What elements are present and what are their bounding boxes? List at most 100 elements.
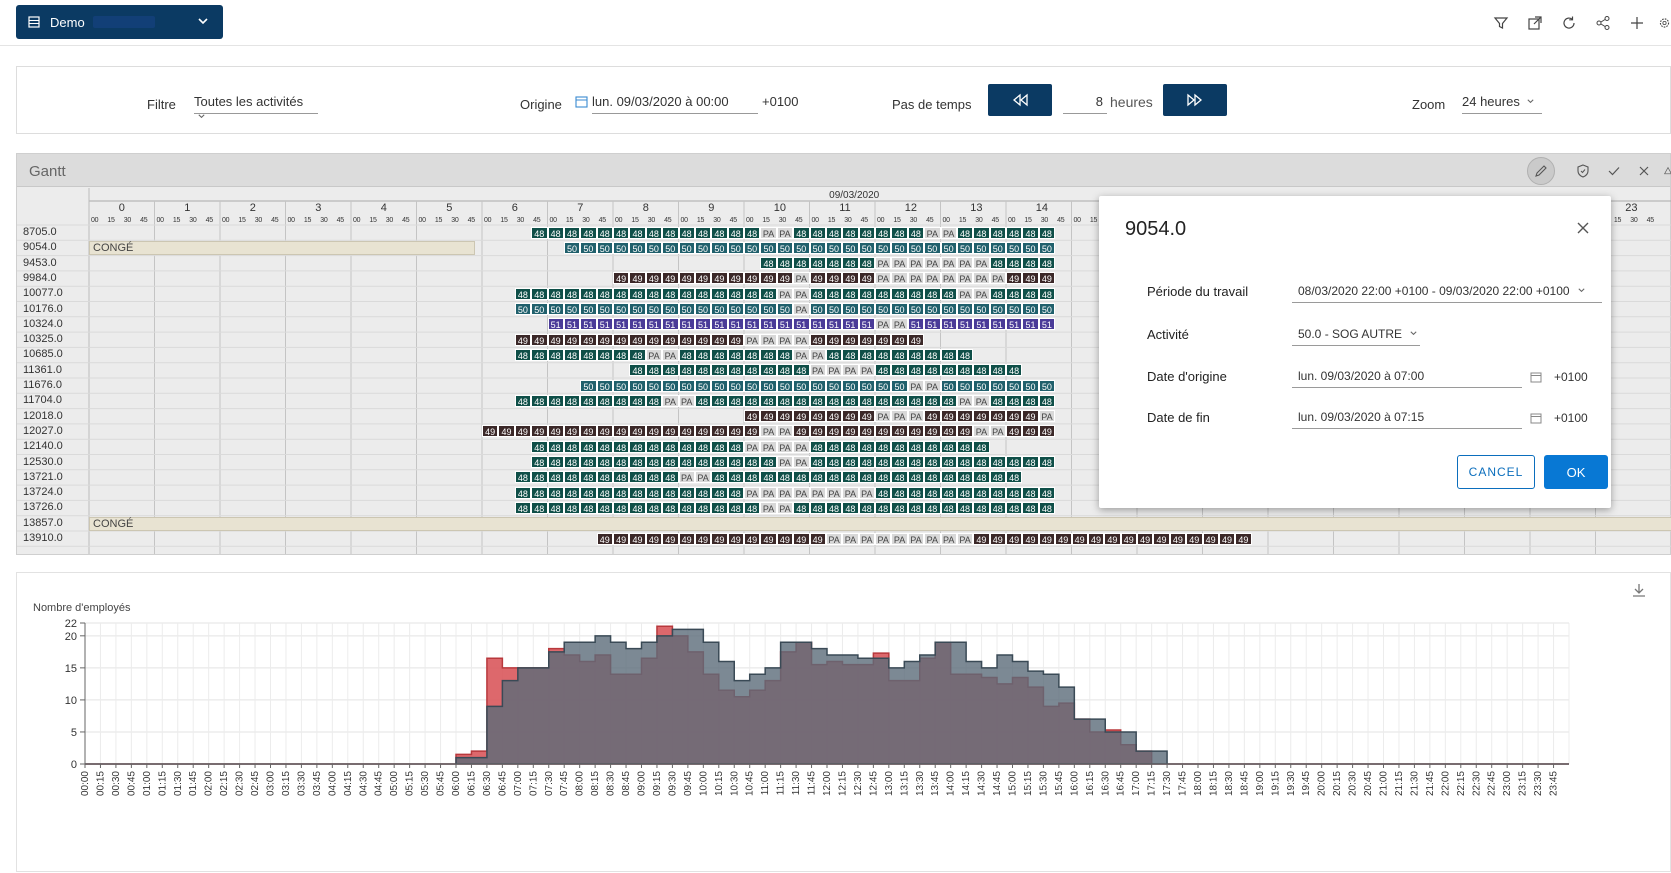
gantt-cell-PA[interactable]: PA [793,348,810,361]
gantt-cell-48[interactable]: 48 [678,501,695,514]
gantt-cell-51[interactable]: 51 [744,318,761,331]
gantt-cell-PA[interactable]: PA [694,471,712,484]
gantt-cell-48[interactable]: 48 [514,486,532,499]
gantt-cell-PA[interactable]: PA [956,532,974,545]
gantt-cell-51[interactable]: 51 [793,318,810,331]
gantt-cell-48[interactable]: 48 [875,394,892,407]
gantt-cell-48[interactable]: 48 [793,364,810,377]
gantt-cell-51[interactable]: 51 [1038,318,1056,331]
gantt-cell-48[interactable]: 48 [613,394,630,407]
gantt-cell-PA[interactable]: PA [842,364,859,377]
gantt-cell-48[interactable]: 48 [825,287,843,300]
gantt-cell-49[interactable]: 49 [809,532,826,545]
gantt-cell-49[interactable]: 49 [629,272,646,285]
gantt-cell-50[interactable]: 50 [1038,379,1056,392]
gantt-cell-PA[interactable]: PA [793,456,810,468]
gantt-cell-48[interactable]: 48 [858,348,875,361]
gantt-cell-48[interactable]: 48 [1038,456,1056,468]
gantt-cell-PA[interactable]: PA [760,425,777,438]
gantt-cell-49[interactable]: 49 [645,425,663,438]
gantt-cell-48[interactable]: 48 [514,501,532,514]
gantt-cell-PA[interactable]: PA [875,532,892,545]
gantt-cell-49[interactable]: 49 [907,333,925,346]
warning-icon[interactable] [1664,162,1671,180]
gantt-cell-48[interactable]: 48 [596,226,613,239]
gantt-cell-48[interactable]: 48 [629,456,646,468]
gantt-cell-PA[interactable]: PA [907,257,925,270]
gantt-cell-PA[interactable]: PA [744,440,761,453]
gantt-cell-PA[interactable]: PA [940,226,957,239]
gantt-cell-50[interactable]: 50 [694,303,712,315]
gantt-cell-50[interactable]: 50 [662,241,679,254]
gantt-cell-48[interactable]: 48 [547,456,564,468]
gantt-cell-48[interactable]: 48 [613,486,630,499]
gantt-cell-49[interactable]: 49 [842,272,859,285]
gantt-cell-48[interactable]: 48 [891,456,908,468]
gantt-cell-50[interactable]: 50 [596,303,613,315]
gantt-cell-48[interactable]: 48 [1038,394,1056,407]
gantt-cell-PA[interactable]: PA [809,348,826,361]
gantt-cell-48[interactable]: 48 [547,471,564,484]
gantt-cell-48[interactable]: 48 [858,456,875,468]
gantt-cell-50[interactable]: 50 [547,303,564,315]
gantt-cell-50[interactable]: 50 [563,241,581,254]
gantt-cell-48[interactable]: 48 [580,501,597,514]
calendar-icon[interactable] [1530,412,1542,424]
gantt-cell-PA[interactable]: PA [907,410,925,423]
gantt-cell-48[interactable]: 48 [596,471,613,484]
gantt-cell-48[interactable]: 48 [940,486,957,499]
gantt-cell-48[interactable]: 48 [662,471,679,484]
gantt-cell-50[interactable]: 50 [891,303,908,315]
gantt-cell-48[interactable]: 48 [776,364,794,377]
gantt-cell-48[interactable]: 48 [694,440,712,453]
date-fin-input[interactable]: lun. 09/03/2020 à 07:15 [1292,409,1522,429]
gantt-cell-51[interactable]: 51 [645,318,663,331]
gantt-cell-48[interactable]: 48 [678,440,695,453]
gantt-cell-49[interactable]: 49 [1153,532,1170,545]
gantt-cell-50[interactable]: 50 [629,303,646,315]
gantt-cell-48[interactable]: 48 [1006,287,1023,300]
gantt-cell-50[interactable]: 50 [744,303,761,315]
gantt-cell-PA[interactable]: PA [940,272,957,285]
gantt-cell-48[interactable]: 48 [580,226,597,239]
gantt-cell-49[interactable]: 49 [645,532,663,545]
gantt-cell-48[interactable]: 48 [678,364,695,377]
app-selector[interactable]: Demo [16,5,223,39]
gantt-cell-48[interactable]: 48 [629,226,646,239]
gantt-cell-PA[interactable]: PA [776,226,794,239]
gantt-cell-49[interactable]: 49 [662,532,679,545]
gantt-cell-50[interactable]: 50 [531,303,548,315]
gantt-cell-48[interactable]: 48 [842,348,859,361]
gantt-cell-49[interactable]: 49 [924,425,941,438]
gantt-cell-50[interactable]: 50 [645,379,663,392]
gantt-cell-50[interactable]: 50 [825,241,843,254]
gantt-cell-48[interactable]: 48 [891,287,908,300]
gantt-cell-49[interactable]: 49 [1235,532,1252,545]
share-icon[interactable] [1593,13,1613,33]
gantt-cell-48[interactable]: 48 [1006,394,1023,407]
gantt-cell-48[interactable]: 48 [1038,501,1056,514]
gantt-cell-49[interactable]: 49 [596,532,613,545]
gantt-cell-48[interactable]: 48 [563,226,581,239]
gantt-cell-48[interactable]: 48 [809,287,826,300]
ok-button[interactable]: OK [1544,455,1608,489]
gantt-cell-48[interactable]: 48 [875,287,892,300]
gantt-cell-49[interactable]: 49 [776,272,794,285]
gantt-cell-48[interactable]: 48 [858,257,875,270]
step-forward-button[interactable] [1163,84,1227,116]
gantt-cell-49[interactable]: 49 [727,272,744,285]
gantt-cell-50[interactable]: 50 [662,379,679,392]
gantt-cell-48[interactable]: 48 [580,440,597,453]
shield-icon[interactable] [1574,162,1592,180]
gantt-cell-48[interactable]: 48 [613,440,630,453]
gantt-cell-49[interactable]: 49 [482,425,499,438]
gantt-cell-48[interactable]: 48 [1006,364,1023,377]
gantt-cell-48[interactable]: 48 [547,348,564,361]
gantt-cell-PA[interactable]: PA [809,364,826,377]
gantt-cell-50[interactable]: 50 [760,303,777,315]
gantt-cell-50[interactable]: 50 [694,379,712,392]
gantt-cell-48[interactable]: 48 [727,471,744,484]
gantt-cell-48[interactable]: 48 [580,348,597,361]
gantt-cell-49[interactable]: 49 [858,333,875,346]
gantt-cell-50[interactable]: 50 [776,303,794,315]
